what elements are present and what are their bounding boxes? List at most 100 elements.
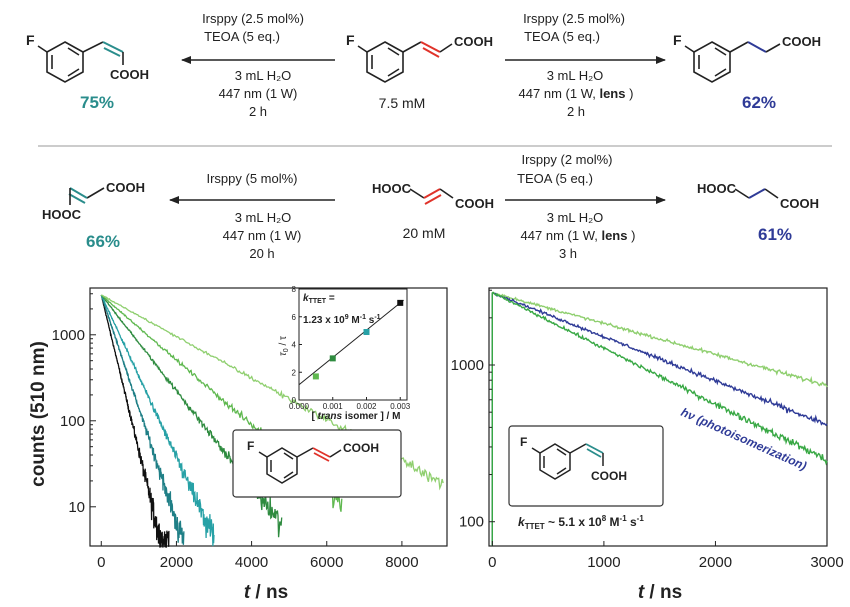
- inset-y-label-tau: / τ: [278, 336, 289, 348]
- inset-y-tick-label: 4: [292, 341, 297, 350]
- trans-double-bond: [423, 188, 441, 199]
- conditions-right-line4-c: ): [625, 86, 633, 101]
- benzene-ring: [693, 41, 731, 83]
- conditions-br-line4-c: ): [627, 228, 635, 243]
- conditions-right-line4: 447 nm (1 W, lens ): [519, 86, 634, 101]
- inset-x-tick-label: 0.002: [356, 402, 377, 411]
- bottom-scheme: COOH HOOC 66% Irsppy (5 mol%) 3 mL H₂O 4…: [42, 152, 819, 261]
- carboxyl-label: COOH: [591, 469, 627, 483]
- carboxyl-label: COOH: [782, 34, 821, 49]
- carboxyl-label: COOH: [110, 67, 149, 82]
- k-ttet-right-unit-b: s: [627, 515, 637, 529]
- chart-right-x-label-unit: / ns: [644, 582, 682, 603]
- inset-fit-line: [298, 299, 404, 386]
- inset-k-value: 1.23 x 10: [303, 315, 345, 326]
- chart-left-x-label: t / ns: [244, 582, 288, 603]
- inset-k-exp: 9: [345, 314, 349, 321]
- y-tick-label: 10: [68, 499, 85, 516]
- cis-double-bond: [585, 443, 604, 454]
- alkyl-bond-3: [765, 43, 781, 53]
- chart-left-frame: [89, 287, 448, 547]
- chart-left-molecule-box: F COOH: [232, 429, 402, 498]
- conditions-right-line5: 2 h: [567, 104, 585, 119]
- inset-k-symbol: k: [303, 293, 309, 304]
- carboxyl-label: COOH: [343, 441, 379, 455]
- conditions-left-line2: TEOA (5 eq.): [204, 29, 280, 44]
- y-tick-label: 100: [459, 514, 484, 531]
- inset-k-line1: kTTET =: [303, 293, 335, 305]
- inset-frame: [298, 288, 408, 401]
- inset-k-unit-exp2: -1: [374, 314, 380, 321]
- inset-k-sub: TTET: [309, 298, 327, 305]
- acid-label-2: COOH: [455, 196, 494, 211]
- bond-b: [748, 188, 766, 199]
- decay-trace-3: [100, 294, 215, 547]
- inset-x-tick-label: 0.001: [323, 402, 344, 411]
- inset-point: [312, 373, 319, 380]
- inset-point: [363, 329, 370, 336]
- conditions-left-line3: 3 mL H₂O: [235, 68, 292, 83]
- conditions-br-line1: Irsppy (2 mol%): [521, 152, 612, 167]
- conditions-br-line3: 3 mL H₂O: [547, 210, 604, 225]
- trans-double-bond: [420, 41, 441, 53]
- fluoro-label: F: [346, 32, 355, 48]
- trans-double-bond-inner: [422, 47, 440, 58]
- photoisomerization-label: hν (photoisomerization): [679, 405, 809, 473]
- conditions-left-line5: 2 h: [249, 104, 267, 119]
- inset-x-tick-label: 0.000: [289, 402, 310, 411]
- inset-y-tick-label: 2: [292, 368, 297, 377]
- chart-right-x-label: t / ns: [638, 582, 682, 603]
- molecule-fluorophenylpropanoic-acid: F COOH: [673, 32, 821, 83]
- inset-x-label-open: [: [312, 411, 318, 422]
- inset-y-label: τ0 / τ: [278, 336, 290, 356]
- x-tick-label: 6000: [310, 554, 343, 571]
- yield-75: 75%: [80, 93, 114, 112]
- fluoro-bond: [258, 451, 268, 458]
- aryl-vinyl-bond: [569, 443, 587, 454]
- molecule-cis-fluorocinnamic-acid: F COOH: [26, 32, 149, 83]
- concentration-top: 7.5 mM: [379, 95, 426, 111]
- x-tick-label: 0: [97, 554, 105, 571]
- bond-b: [439, 188, 454, 199]
- decay-trace-2: [100, 294, 185, 545]
- inset-k-unit-a: M: [349, 315, 360, 326]
- alkyl-bond-2: [747, 41, 767, 53]
- decay-trace-3: [491, 291, 828, 546]
- cis-double-bond: [102, 41, 124, 53]
- x-tick-label: 8000: [385, 554, 418, 571]
- chart-right-y-ticks: 100 1000: [451, 289, 495, 531]
- fluoro-label: F: [520, 435, 527, 449]
- yield-66: 66%: [86, 232, 120, 251]
- aryl-vinyl-bond: [402, 41, 422, 53]
- benzene-ring: [366, 41, 404, 83]
- fluoro-label: F: [26, 32, 35, 48]
- chart-left-y-label: counts (510 nm): [28, 341, 49, 487]
- inset-x-label-trans: trans: [318, 411, 343, 422]
- k-ttet-right-exp: 8: [602, 514, 607, 523]
- x-tick-label: 1000: [587, 554, 620, 571]
- vinyl-carboxyl-bond: [329, 449, 342, 458]
- acid-label-1: HOOC: [372, 181, 412, 196]
- molecule-fumaric-acid: HOOC COOH: [372, 181, 494, 211]
- conditions-br-line5: 3 h: [559, 246, 577, 261]
- chart-left-x-label-unit: / ns: [250, 582, 288, 603]
- trans-double-bond: [312, 447, 331, 458]
- conditions-bl-line3: 447 nm (1 W): [223, 228, 302, 243]
- fluoro-label: F: [247, 439, 254, 453]
- conditions-bl-line1: Irsppy (5 mol%): [206, 171, 297, 186]
- fluoro-bond: [37, 45, 48, 53]
- yield-62: 62%: [742, 93, 776, 112]
- chart-right-frame: [488, 287, 828, 547]
- y-tick-label: 1000: [52, 327, 85, 344]
- molecule-box-frame: [232, 429, 402, 498]
- carboxyl-label: COOH: [454, 34, 493, 49]
- x-tick-label: 2000: [699, 554, 732, 571]
- inset-plot: 0.000 0.001 0.002 0.003 0 2 4 6 8: [289, 285, 411, 411]
- aryl-vinyl-bond: [82, 41, 104, 53]
- inset-x-tick-label: 0.003: [390, 402, 411, 411]
- yield-61: 61%: [758, 225, 792, 244]
- y-tick-label: 1000: [451, 357, 484, 374]
- aryl-vinyl-bond: [296, 447, 314, 458]
- inset-x-label-close: isomer ] / M: [342, 411, 400, 422]
